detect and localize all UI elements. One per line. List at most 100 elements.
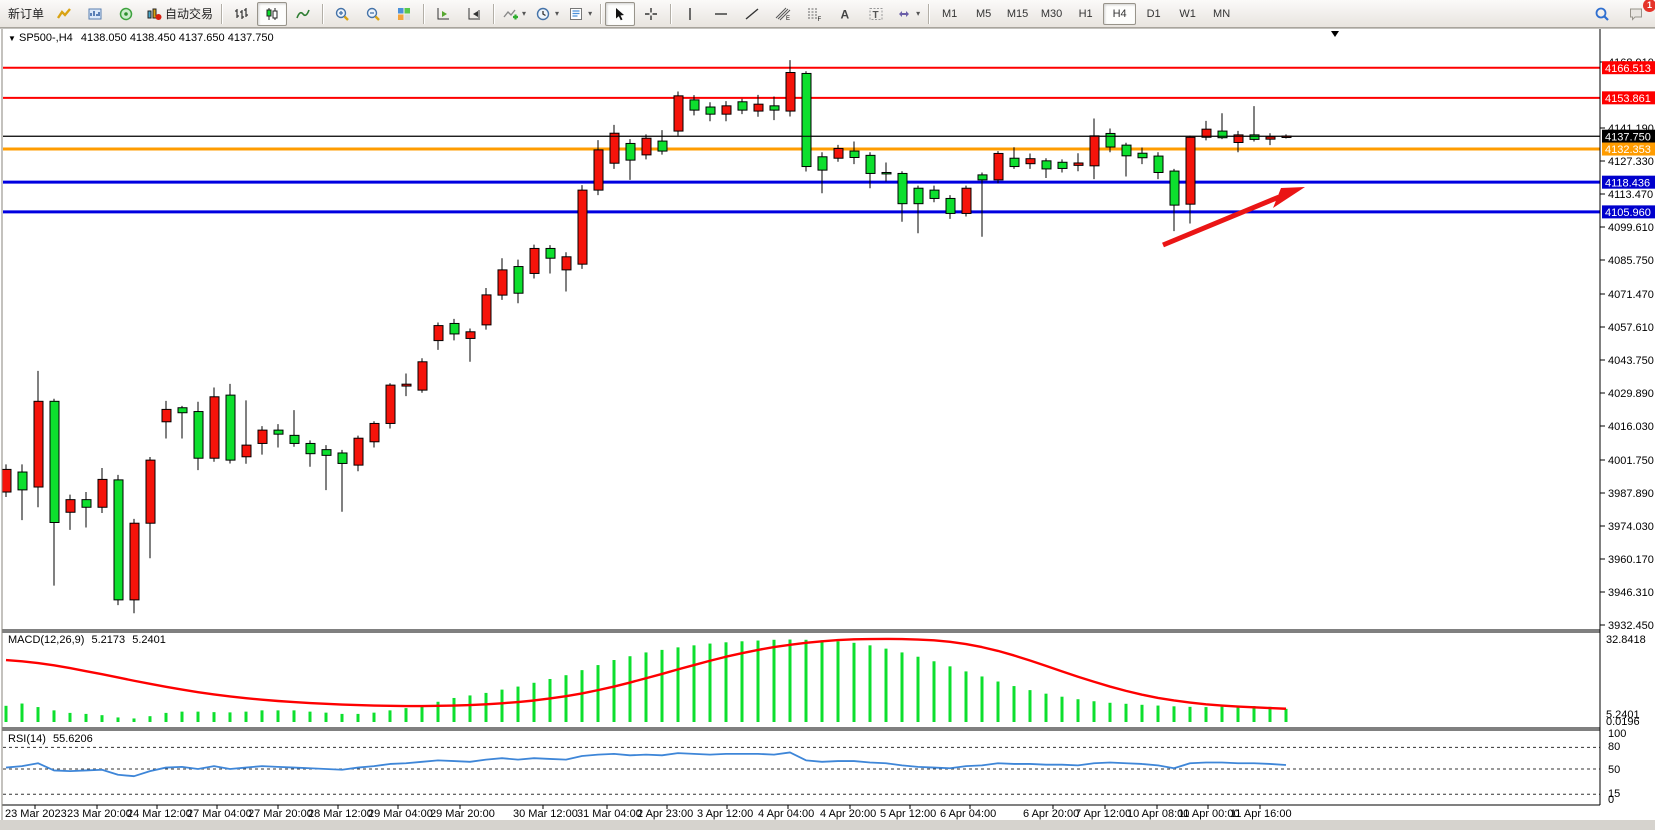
timeframe-h4[interactable]: H4 <box>1103 2 1137 25</box>
search-button[interactable] <box>1587 2 1617 26</box>
chart-shift-marker[interactable] <box>1331 31 1339 37</box>
notifications-button[interactable]: 1 <box>1621 0 1655 26</box>
chart-background[interactable] <box>0 28 1655 820</box>
templates-button[interactable]: ▾ <box>564 2 596 26</box>
macd-histogram-bar <box>20 703 24 722</box>
time-axis-label[interactable]: 6 Apr 20:00 <box>1023 808 1079 820</box>
timeframe-m1[interactable]: M1 <box>941 7 958 20</box>
chevron-down-icon[interactable]: ▾ <box>555 9 560 18</box>
trendline-button[interactable] <box>737 2 767 26</box>
candle <box>145 459 156 524</box>
candle <box>1121 144 1132 157</box>
text-button[interactable]: A <box>830 2 860 26</box>
candle <box>657 140 668 152</box>
time-axis-label[interactable]: 2 Apr 23:00 <box>637 808 693 820</box>
tile-windows-button[interactable] <box>389 2 419 26</box>
candle <box>1185 136 1196 205</box>
main-toolbar: 新订单 自动交易 ▾ ▾ ▾ E F A T ▾ M1 M5 M15 M30 H1 H4 D1 W1 MN 1 <box>0 0 1655 28</box>
timeframe-m30[interactable]: M30 <box>1040 7 1063 20</box>
crosshair-button[interactable] <box>636 2 666 26</box>
horizontal-line-button[interactable] <box>706 2 736 26</box>
line-chart-button[interactable] <box>288 2 318 26</box>
fibonacci-button[interactable]: F <box>799 2 829 26</box>
candle <box>1105 132 1116 148</box>
auto-trading-icon <box>146 6 162 22</box>
time-axis-label[interactable]: 27 Mar 04:00 <box>187 808 252 820</box>
time-axis-label[interactable]: 30 Mar 12:00 <box>513 808 578 820</box>
bar-chart-button[interactable] <box>226 2 256 26</box>
time-axis-label[interactable]: 28 Mar 12:00 <box>308 808 373 820</box>
macd-histogram-bar <box>1012 686 1016 722</box>
candle <box>241 444 252 458</box>
macd-histogram-bar <box>932 661 936 722</box>
time-axis-label[interactable]: 4 Apr 04:00 <box>758 808 814 820</box>
auto-trading-button[interactable]: 自动交易 <box>142 2 217 26</box>
label-button[interactable]: T <box>861 2 891 26</box>
notification-badge: 1 <box>1643 0 1655 12</box>
trend-arrow-head[interactable] <box>1273 187 1305 208</box>
candlestick-icon <box>264 6 280 22</box>
price-tick-label: 4113.470 <box>1608 189 1653 201</box>
channel-button[interactable]: E <box>768 2 798 26</box>
time-axis-label[interactable]: 23 Mar 20:00 <box>67 808 132 820</box>
macd-histogram-bar <box>852 642 856 722</box>
macd-histogram-bar <box>1188 706 1192 722</box>
macd-histogram-bar <box>868 645 872 722</box>
timeframe-h1[interactable]: H1 <box>1078 7 1093 20</box>
new-order-button-label: 新订单 <box>8 7 45 21</box>
toolbar-separator <box>670 3 672 24</box>
candle <box>1025 158 1036 165</box>
candle <box>385 384 396 424</box>
time-axis-label[interactable]: 6 Apr 04:00 <box>940 808 996 820</box>
time-axis-label[interactable]: 11 Apr 16:00 <box>1230 808 1292 820</box>
time-axis-label[interactable]: 5 Apr 12:00 <box>880 808 936 820</box>
time-axis-label[interactable]: 31 Mar 04:00 <box>577 808 642 820</box>
macd-histogram-bar <box>164 712 168 722</box>
chevron-down-icon[interactable]: ▾ <box>916 9 921 18</box>
candlestick-chart-button[interactable] <box>257 1 288 26</box>
timeframe-mn[interactable]: MN <box>1213 7 1231 20</box>
auto-scroll-button[interactable] <box>428 2 458 26</box>
chart-shift-button[interactable] <box>459 2 489 26</box>
new-chart-button[interactable] <box>80 2 110 26</box>
new-order-button[interactable]: 新订单 <box>4 2 48 26</box>
candle <box>1137 152 1148 159</box>
time-axis-label[interactable]: 4 Apr 20:00 <box>820 808 876 820</box>
candle <box>945 197 956 214</box>
chart-dropdown-icon[interactable]: ▼ <box>8 34 16 43</box>
channel-icon: E <box>775 6 791 22</box>
time-axis-label[interactable]: 7 Apr 12:00 <box>1075 808 1131 820</box>
alerts-button[interactable] <box>111 2 141 26</box>
trend-arrow-line[interactable] <box>1162 194 1280 248</box>
time-axis-label[interactable]: 11 Apr 00:00 <box>1178 808 1240 820</box>
timeframe-m15[interactable]: M15 <box>1006 7 1029 20</box>
timeframe-w1[interactable]: W1 <box>1179 7 1196 20</box>
candle <box>417 361 428 391</box>
timeframe-m5[interactable]: M5 <box>975 7 992 20</box>
price-tick-label: 4057.610 <box>1608 322 1654 334</box>
candle <box>673 95 684 132</box>
time-axis-label[interactable]: 3 Apr 12:00 <box>697 808 753 820</box>
macd-histogram-bar <box>100 715 104 722</box>
cursor-button[interactable] <box>605 1 636 26</box>
timeframe-d1[interactable]: D1 <box>1146 7 1161 20</box>
shapes-button[interactable]: ▾ <box>892 2 924 26</box>
indicators-button[interactable]: ▾ <box>498 2 530 26</box>
time-axis-label[interactable]: 10 Apr 08:00 <box>1127 808 1189 820</box>
time-axis-label[interactable]: 23 Mar 2023 <box>5 808 67 820</box>
market-watch-button[interactable] <box>49 2 79 26</box>
vertical-line-button[interactable] <box>675 2 705 26</box>
chevron-down-icon[interactable]: ▾ <box>522 9 527 18</box>
periods-button[interactable]: ▾ <box>531 2 563 26</box>
zoom-out-button[interactable] <box>358 2 388 26</box>
macd-histogram-bar <box>1220 706 1224 722</box>
zoom-in-button[interactable] <box>327 2 357 26</box>
time-axis-label[interactable]: 29 Mar 04:00 <box>368 808 433 820</box>
svg-text:T: T <box>873 10 879 21</box>
time-axis-label[interactable]: 24 Mar 12:00 <box>127 808 192 820</box>
time-axis-label[interactable]: 29 Mar 20:00 <box>430 808 495 820</box>
periods-icon <box>535 6 551 22</box>
chevron-down-icon[interactable]: ▾ <box>588 9 593 18</box>
time-axis-label[interactable]: 27 Mar 20:00 <box>248 808 313 820</box>
